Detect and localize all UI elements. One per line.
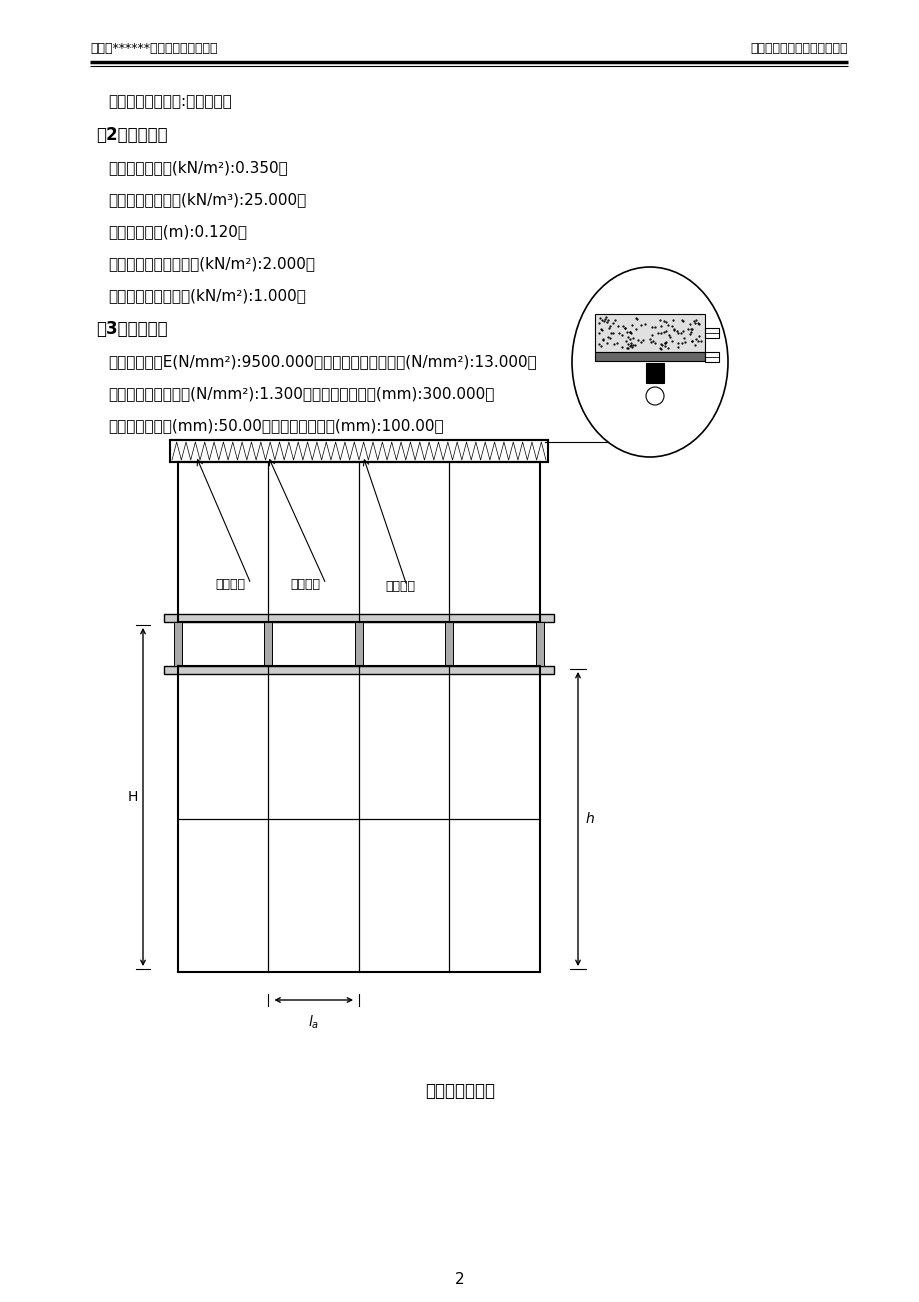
Bar [595, 314, 704, 352]
Bar [265, 622, 272, 667]
Bar [704, 328, 719, 339]
Text: 施工均布荷载标准值(kN/m²):1.000；: 施工均布荷载标准值(kN/m²):1.000； [108, 288, 305, 303]
Ellipse shape [572, 267, 727, 457]
Text: 木方抗剪强度设计值(N/mm²):1.300；木方的间隔距离(mm):300.000；: 木方抗剪强度设计值(N/mm²):1.300；木方的间隔距离(mm):300.0… [108, 385, 494, 401]
Text: 木方弹性模量E(N/mm²):9500.000；木方抗弯强度设计值(N/mm²):13.000；: 木方弹性模量E(N/mm²):9500.000；木方抗弯强度设计值(N/mm²)… [108, 354, 536, 368]
Text: 开关站食堂排架施工专项措施: 开关站食堂排架施工专项措施 [750, 42, 847, 55]
Bar [174, 622, 182, 667]
Bar [536, 622, 543, 667]
Text: 楼板浇筑厚度(m):0.120；: 楼板浇筑厚度(m):0.120； [108, 224, 246, 240]
Text: 模板与木板自重(kN/m²):0.350；: 模板与木板自重(kN/m²):0.350； [108, 160, 288, 174]
Text: （3）木方参数: （3）木方参数 [96, 320, 167, 339]
Text: 混凝土与钢筋自重(kN/m³):25.000；: 混凝土与钢筋自重(kN/m³):25.000； [108, 191, 306, 207]
Text: 板底支撑连接方式:方木支撑；: 板底支撑连接方式:方木支撑； [108, 94, 232, 109]
Bar [170, 440, 548, 462]
Text: $l_a$: $l_a$ [308, 1014, 319, 1031]
Bar [595, 352, 704, 361]
Text: H: H [128, 790, 138, 805]
Text: 倾倒混凝土荷载标准值(kN/m²):2.000；: 倾倒混凝土荷载标准值(kN/m²):2.000； [108, 256, 314, 271]
Text: h: h [585, 812, 594, 825]
Bar [704, 352, 719, 362]
Text: （2）荷载参数: （2）荷载参数 [96, 126, 167, 145]
Text: 模板支架立面图: 模板支架立面图 [425, 1082, 494, 1100]
Bar [164, 615, 553, 622]
Text: 2: 2 [455, 1272, 464, 1286]
Bar [355, 622, 363, 667]
Bar [645, 363, 664, 383]
Text: 板底方木: 板底方木 [384, 579, 414, 592]
Bar [445, 622, 453, 667]
Text: 四川省******水电站引水发电系统: 四川省******水电站引水发电系统 [90, 42, 217, 55]
Text: 横向钢管: 横向钢管 [289, 578, 320, 591]
Bar [164, 667, 553, 674]
Text: 纵向钢管: 纵向钢管 [215, 578, 244, 591]
Text: 木方的截面宽度(mm):50.00；木方的截面高度(mm):100.00；: 木方的截面宽度(mm):50.00；木方的截面高度(mm):100.00； [108, 418, 443, 434]
